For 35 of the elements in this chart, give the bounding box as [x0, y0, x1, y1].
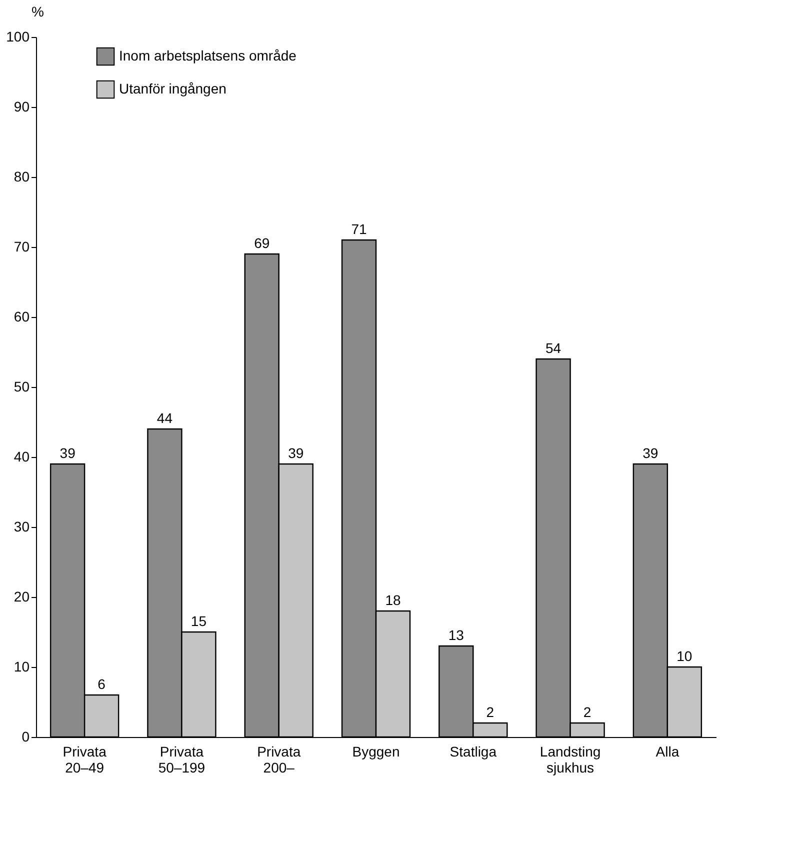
- y-tick-label: 0: [22, 728, 30, 744]
- legend-label: Inom arbetsplatsens område: [119, 48, 297, 64]
- y-tick-label: 70: [14, 238, 30, 254]
- legend-label: Utanför ingången: [119, 80, 226, 96]
- data-label: 39: [642, 445, 658, 461]
- x-tick-label: Privata 50–199: [158, 744, 206, 776]
- x-tick-label: Byggen: [352, 744, 400, 760]
- x-tick-label: Alla: [656, 744, 680, 760]
- data-label: 39: [60, 445, 76, 461]
- y-tick-label: 90: [14, 98, 30, 114]
- y-tick-label: 20: [14, 588, 30, 604]
- y-tick-label: 50: [14, 378, 30, 394]
- y-tick-label: 40: [14, 448, 30, 464]
- data-label: 39: [288, 445, 304, 461]
- x-tick-label: Privata 20–49: [62, 744, 107, 776]
- data-label: 71: [351, 221, 367, 237]
- data-label: 44: [156, 410, 173, 426]
- data-label: 2: [583, 704, 592, 720]
- data-label: 15: [190, 613, 207, 629]
- data-label: 10: [676, 648, 692, 664]
- data-label: 18: [385, 592, 401, 608]
- x-tick-label: Statliga: [450, 744, 497, 760]
- data-label: 13: [448, 627, 464, 643]
- x-tick-label: Landsting sjukhus: [540, 744, 601, 776]
- data-label: 69: [254, 235, 270, 251]
- y-tick-label: 30: [14, 518, 30, 534]
- data-label: 54: [545, 340, 562, 356]
- data-label: 6: [98, 676, 106, 692]
- y-tick-label: 80: [14, 168, 30, 184]
- data-label: 2: [486, 704, 494, 720]
- y-tick-label: 60: [14, 308, 30, 324]
- y-axis-title: %: [32, 4, 44, 20]
- x-tick-label: Privata 200–: [257, 744, 301, 776]
- y-tick-label: 10: [14, 658, 30, 674]
- y-tick-label: 100: [6, 28, 30, 44]
